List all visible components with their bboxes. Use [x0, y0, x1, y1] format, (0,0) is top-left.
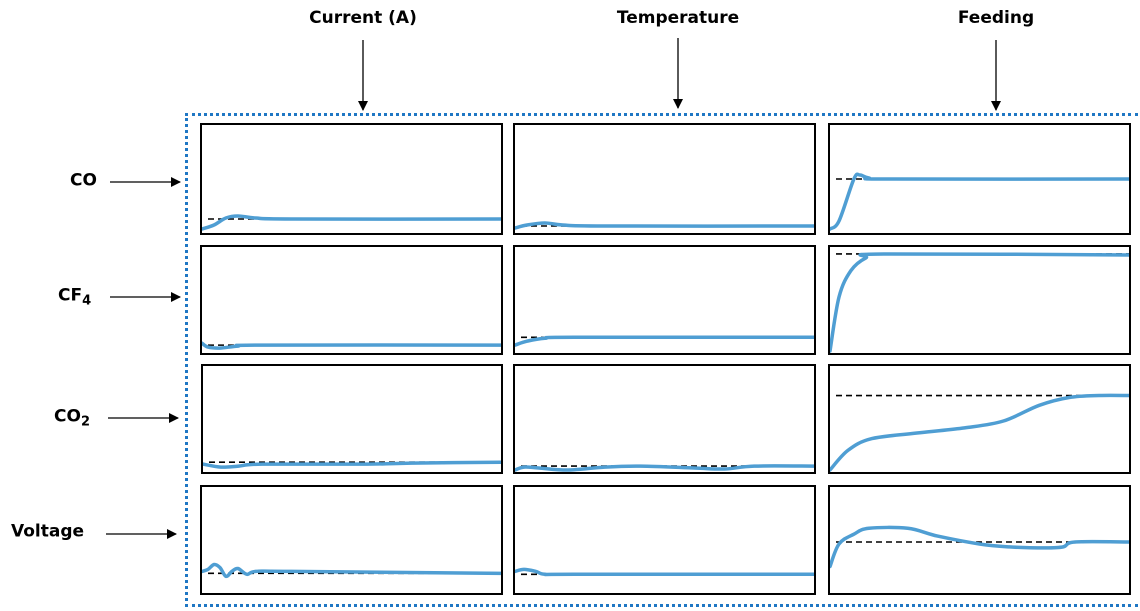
response-curve: [830, 172, 1129, 231]
response-curve: [515, 335, 814, 347]
panel-plot: [830, 172, 1129, 231]
response-curve: [830, 525, 1129, 569]
panel-co2-temperature: [513, 364, 816, 474]
panel-plot: [203, 460, 501, 469]
response-curve: [515, 567, 814, 577]
row-label-text: CO: [70, 170, 97, 191]
panel-cf4-current: [200, 245, 503, 355]
panel-voltage-temperature: [513, 485, 816, 595]
row-label-text: CF: [58, 285, 83, 306]
column-title-feeding: Feeding: [957, 8, 1035, 28]
panel-plot: [202, 562, 501, 579]
panel-plot: [830, 252, 1129, 353]
panel-voltage-feeding: [828, 485, 1131, 595]
panel-plot: [515, 221, 814, 230]
panel-plot: [202, 341, 501, 350]
row-label-text: CO: [54, 406, 81, 427]
panel-cf4-feeding: [828, 245, 1131, 355]
panel-plot: [202, 214, 501, 231]
response-curve: [202, 214, 501, 231]
dotted-group-frame: [185, 113, 1138, 607]
response-curve: [515, 221, 814, 230]
panel-plot: [515, 464, 814, 472]
response-curve: [202, 341, 501, 350]
row-label-text: Voltage: [11, 521, 85, 542]
response-curve: [830, 393, 1129, 472]
panel-co-feeding: [828, 123, 1131, 235]
row-label-co: CO: [70, 171, 97, 194]
response-curve: [830, 252, 1129, 353]
panel-co2-feeding: [828, 364, 1131, 474]
panel-plot: [515, 567, 814, 577]
column-title-temperature: Temperature: [616, 8, 740, 28]
panel-plot: [830, 525, 1129, 569]
row-label-voltage: Voltage: [11, 522, 84, 545]
row-label-cf4: CF4: [58, 286, 91, 309]
response-curve: [515, 464, 814, 472]
row-label-co2: CO2: [54, 407, 90, 430]
response-curve: [203, 460, 501, 469]
panel-cf4-temperature: [513, 245, 816, 355]
row-label-subscript: 2: [80, 414, 90, 430]
response-curve: [202, 562, 501, 579]
column-title-current: Current (A): [309, 8, 417, 28]
panel-plot: [830, 393, 1129, 472]
panel-co-current: [200, 123, 503, 235]
row-label-subscript: 4: [82, 293, 92, 309]
panel-plot: [515, 335, 814, 347]
panel-voltage-current: [200, 485, 503, 595]
panel-co-temperature: [513, 123, 816, 235]
panel-co2-current: [201, 364, 503, 474]
